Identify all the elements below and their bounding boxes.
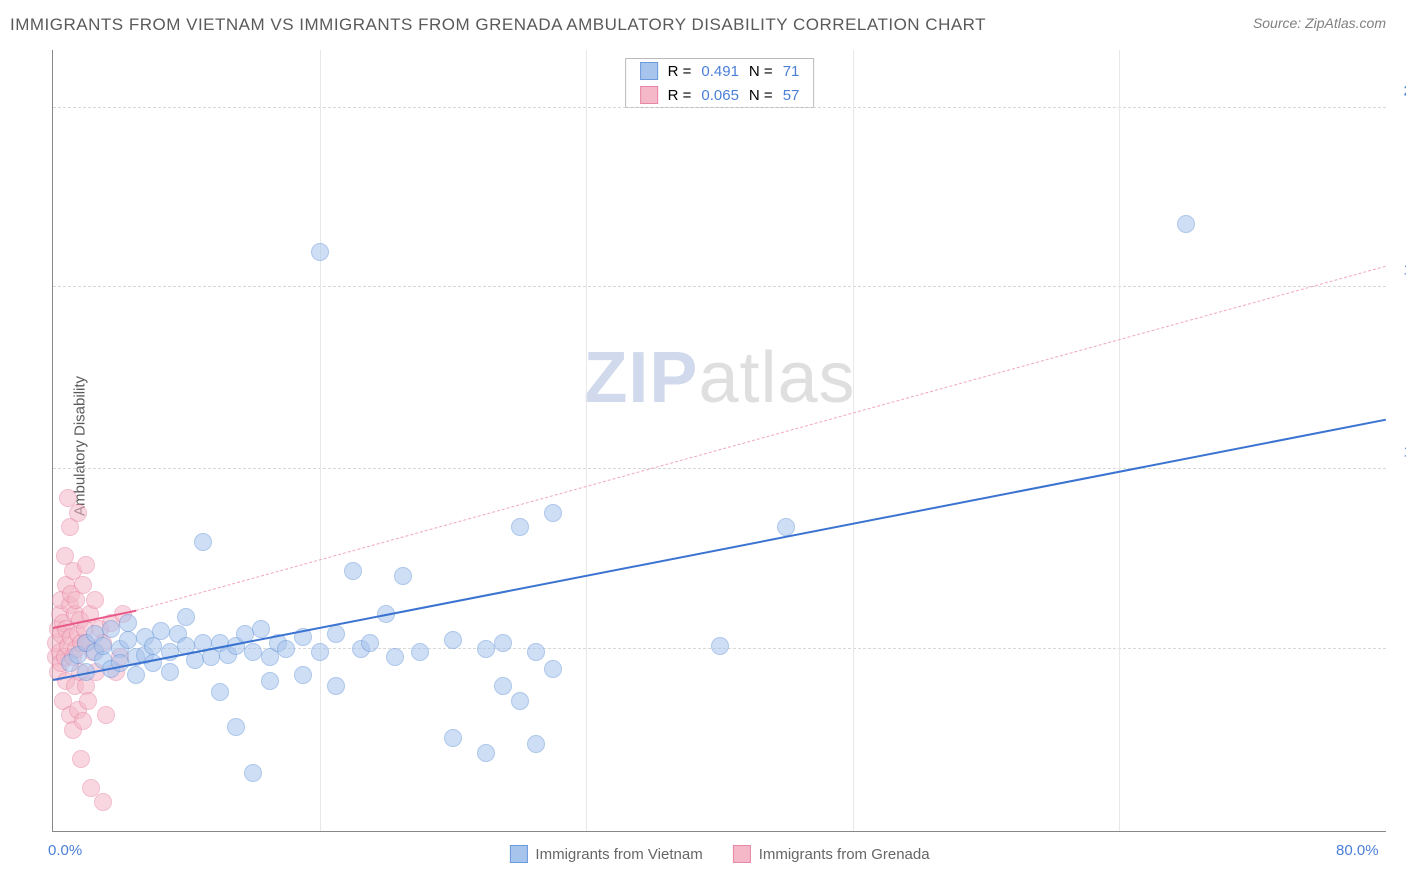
data-point-vietnam [711,637,729,655]
grid-line-v [586,50,587,831]
data-point-vietnam [244,643,262,661]
swatch-vietnam [509,845,527,863]
data-point-vietnam [111,654,129,672]
data-point-vietnam [311,643,329,661]
n-label: N = [749,87,773,104]
data-point-grenada [79,692,97,710]
data-point-vietnam [144,654,162,672]
data-point-vietnam [444,631,462,649]
data-point-vietnam [102,620,120,638]
data-point-vietnam [544,504,562,522]
grid-line-h [53,286,1386,287]
x-tick-label: 80.0% [1336,842,1379,859]
data-point-grenada [69,504,87,522]
data-point-vietnam [411,643,429,661]
watermark-atlas: atlas [698,338,855,418]
data-point-vietnam [344,562,362,580]
data-point-vietnam [544,660,562,678]
data-point-vietnam [252,620,270,638]
data-point-vietnam [327,625,345,643]
swatch-vietnam [640,62,658,80]
data-point-vietnam [261,672,279,690]
data-point-vietnam [394,567,412,585]
data-point-vietnam [327,677,345,695]
grid-line-h [53,107,1386,108]
grid-line-v [1119,50,1120,831]
data-point-vietnam [511,692,529,710]
data-point-vietnam [177,608,195,626]
grid-line-h [53,468,1386,469]
data-point-vietnam [277,640,295,658]
data-point-vietnam [161,663,179,681]
legend-item-vietnam: Immigrants from Vietnam [509,845,702,863]
data-point-vietnam [294,666,312,684]
grid-line-v [853,50,854,831]
data-point-vietnam [152,622,170,640]
data-point-vietnam [119,631,137,649]
data-point-vietnam [527,643,545,661]
correlation-legend: R = 0.491 N = 71 R = 0.065 N = 57 [625,58,815,108]
data-point-grenada [74,712,92,730]
swatch-grenada [640,86,658,104]
watermark-zip: ZIP [583,338,698,418]
data-point-vietnam [127,666,145,684]
r-value-vietnam: 0.491 [701,63,739,80]
data-point-vietnam [94,637,112,655]
n-value-vietnam: 71 [783,63,800,80]
series-legend: Immigrants from Vietnam Immigrants from … [509,845,929,863]
data-point-vietnam [227,718,245,736]
data-point-vietnam [211,683,229,701]
series-label-vietnam: Immigrants from Vietnam [535,846,702,863]
data-point-vietnam [194,533,212,551]
legend-row-grenada: R = 0.065 N = 57 [626,83,814,107]
data-point-vietnam [477,640,495,658]
data-point-vietnam [511,518,529,536]
watermark: ZIPatlas [583,337,855,419]
series-label-grenada: Immigrants from Grenada [759,846,930,863]
data-point-vietnam [311,243,329,261]
r-value-grenada: 0.065 [701,87,739,104]
data-point-vietnam [386,648,404,666]
r-label: R = [668,87,692,104]
data-point-vietnam [444,729,462,747]
data-point-grenada [97,706,115,724]
scatter-chart: ZIPatlas R = 0.491 N = 71 R = 0.065 N = … [52,50,1386,832]
data-point-grenada [72,750,90,768]
n-label: N = [749,63,773,80]
data-point-vietnam [361,634,379,652]
legend-item-grenada: Immigrants from Grenada [733,845,930,863]
data-point-vietnam [527,735,545,753]
data-point-grenada [86,591,104,609]
swatch-grenada [733,845,751,863]
source-attribution: Source: ZipAtlas.com [1253,15,1386,31]
data-point-vietnam [244,764,262,782]
x-tick-label: 0.0% [48,842,82,859]
data-point-vietnam [1177,215,1195,233]
grid-line-v [320,50,321,831]
r-label: R = [668,63,692,80]
data-point-grenada [77,556,95,574]
data-point-vietnam [119,614,137,632]
chart-title: IMMIGRANTS FROM VIETNAM VS IMMIGRANTS FR… [10,15,1396,35]
trend-line [136,266,1386,611]
data-point-vietnam [494,677,512,695]
data-point-vietnam [494,634,512,652]
n-value-grenada: 57 [783,87,800,104]
data-point-grenada [94,793,112,811]
legend-row-vietnam: R = 0.491 N = 71 [626,59,814,83]
data-point-vietnam [477,744,495,762]
